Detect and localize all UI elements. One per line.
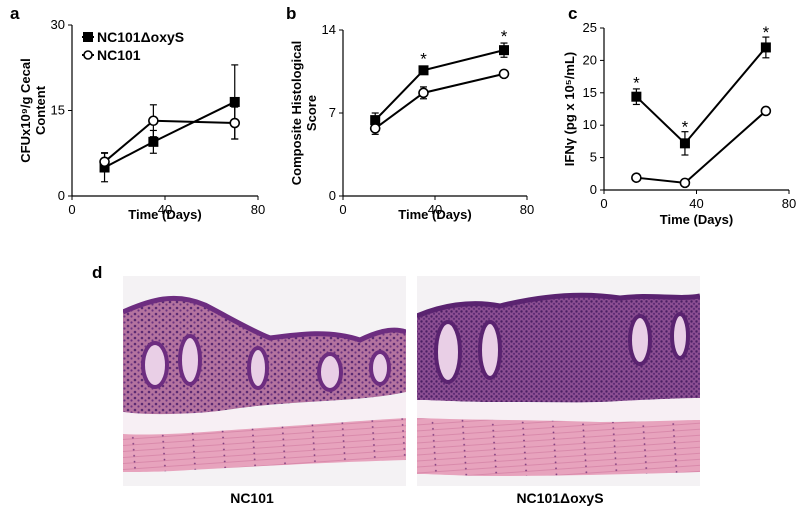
x-tick-label: 80 xyxy=(251,202,265,217)
y-tick-label: 15 xyxy=(51,103,65,118)
y-tick-label: 25 xyxy=(583,20,597,35)
x-axis-title: Time (Days) xyxy=(660,212,733,227)
legend-marker-square xyxy=(83,32,93,42)
chart-panel-a: 0 40 80 0 15 30 Time (Days) CFUx10⁹/g Cecal Cont… xyxy=(18,17,265,222)
x-tick-label: 80 xyxy=(782,196,796,211)
data-point-circle xyxy=(99,156,110,168)
legend-label-mutant: NC101ΔoxyS xyxy=(97,29,184,45)
x-tick-label: 0 xyxy=(339,202,346,217)
data-point-circle xyxy=(498,68,510,80)
micrograph-nc101 xyxy=(123,276,406,486)
y-tick-label: 5 xyxy=(590,150,597,165)
significance-star: * xyxy=(682,117,689,136)
significance-star: * xyxy=(420,49,427,68)
series-line xyxy=(636,110,767,184)
panel-letter-b: b xyxy=(286,4,296,23)
x-tick-label: 0 xyxy=(600,196,607,211)
y-tick-label: 20 xyxy=(583,52,597,67)
series-line xyxy=(374,49,505,121)
y-axis-title: Composite Histological xyxy=(289,41,304,185)
data-point-circle xyxy=(418,87,429,99)
y-tick-label: 0 xyxy=(590,182,597,197)
y-tick-label: 0 xyxy=(58,188,65,203)
significance-star: * xyxy=(633,73,640,92)
y-axis-title-line2: Content xyxy=(33,85,48,135)
data-point-circle xyxy=(760,105,772,117)
panel-letter-d: d xyxy=(92,263,102,282)
x-axis-title: Time (Days) xyxy=(128,207,201,222)
y-tick-label: 15 xyxy=(583,85,597,100)
data-point-square xyxy=(370,115,381,126)
panel-letter-a: a xyxy=(10,4,20,23)
series-line xyxy=(103,119,235,163)
y-tick-label: 30 xyxy=(51,17,65,32)
x-tick-label: 40 xyxy=(689,196,703,211)
data-point-circle xyxy=(679,177,691,189)
x-tick-label: 80 xyxy=(520,202,534,217)
significance-star: * xyxy=(763,23,770,42)
significance-star: * xyxy=(501,27,508,46)
data-point-square xyxy=(631,91,642,102)
data-point-square xyxy=(229,96,240,107)
micrograph-caption-nc101: NC101 xyxy=(230,490,274,506)
x-tick-label: 40 xyxy=(158,202,172,217)
y-axis-title-line2: Score xyxy=(304,95,319,131)
data-point-square xyxy=(418,65,429,76)
y-tick-label: 7 xyxy=(329,105,336,120)
data-point-square xyxy=(679,138,690,149)
chart-panel-b: 0 40 80 0 7 14 Time (Days) Composite Histologic… xyxy=(289,22,534,222)
y-tick-label: 10 xyxy=(583,117,597,132)
panel-letter-c: c xyxy=(568,4,577,23)
data-point-circle xyxy=(369,123,381,134)
micrograph-nc101-delta-oxys xyxy=(417,276,700,486)
y-tick-label: 0 xyxy=(329,188,336,203)
y-axis-title: IFNγ (pg x 10⁵/mL) xyxy=(562,52,577,166)
micrograph-caption-nc101-delta-oxys: NC101ΔoxyS xyxy=(516,490,603,506)
legend-marker-circle xyxy=(83,50,93,60)
x-tick-label: 40 xyxy=(428,202,442,217)
chart-panel-c: 0 40 80 0 5 10 15 20 25 Time (Days) IFNγ (pg x 10⁵… xyxy=(562,20,796,227)
data-point-circle xyxy=(631,172,642,183)
y-tick-label: 14 xyxy=(322,22,336,37)
data-point-circle xyxy=(148,115,159,127)
x-tick-label: 0 xyxy=(68,202,75,217)
data-point-square xyxy=(148,136,159,147)
series-line xyxy=(104,101,236,169)
data-point-square xyxy=(760,42,771,53)
y-axis-title: CFUx10⁹/g Cecal xyxy=(18,58,33,162)
x-axis-title: Time (Days) xyxy=(398,207,471,222)
data-point-square xyxy=(499,45,509,56)
data-point-circle xyxy=(229,117,241,129)
legend-label-wildtype: NC101 xyxy=(97,47,141,63)
